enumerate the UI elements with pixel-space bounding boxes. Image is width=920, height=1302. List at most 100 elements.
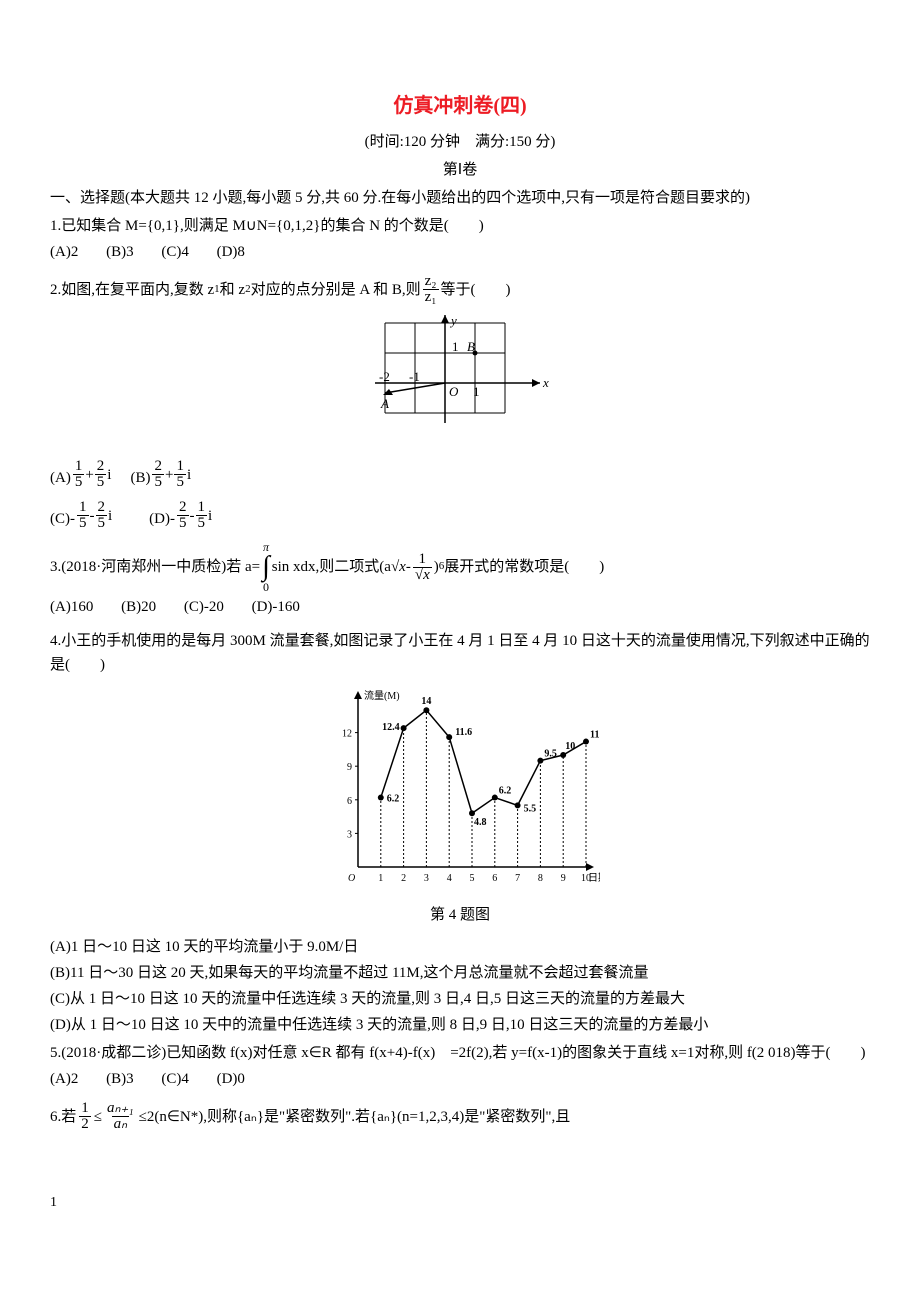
section-intro: 一、选择题(本大题共 12 小题,每小题 5 分,共 60 分.在每小题给出的四… [50, 186, 870, 210]
q2-c-op: - [90, 504, 95, 531]
svg-text:O: O [348, 873, 355, 884]
question-4: 4.小王的手机使用的是每月 300M 流量套餐,如图记录了小王在 4 月 1 日… [50, 629, 870, 677]
svg-text:10: 10 [565, 741, 575, 752]
q6-le1: ≤ [94, 1105, 102, 1129]
q2-a-i: i [107, 463, 111, 490]
q2-text-prefix: 2.如图,在复平面内,复数 z [50, 278, 214, 302]
svg-text:1: 1 [378, 873, 383, 884]
svg-text:11.6: 11.6 [455, 727, 472, 738]
q3-sqrtx1: √x [391, 555, 406, 579]
origin-label: O [449, 384, 459, 399]
q2-c-d1: 5 [77, 515, 89, 531]
q4-option-a: (A)1 日～10 日这 10 天的平均流量小于 9.0M/日 [50, 935, 870, 959]
point-label-a: A [380, 396, 389, 411]
q2-a-label: (A) [50, 466, 71, 490]
section-label: 第Ⅰ卷 [50, 158, 870, 182]
q2-d-d1: 5 [177, 515, 189, 531]
page-title: 仿真冲刺卷(四) [50, 90, 870, 122]
q2-c-n1: 1 [77, 500, 89, 515]
page-number: 1 [50, 1192, 870, 1214]
q2-d-d2: 5 [196, 515, 208, 531]
q6-prefix: 6.若 [50, 1105, 76, 1129]
svg-text:日期: 日期 [588, 872, 600, 884]
svg-text:14: 14 [421, 696, 431, 707]
q2-text-suffix: 等于( ) [441, 278, 511, 302]
q3-int-lower: 0 [263, 581, 269, 593]
q2-d-label: (D)- [149, 507, 175, 531]
svg-text:9: 9 [347, 762, 352, 773]
q2-d-i: i [208, 504, 212, 531]
q5-b: (B)3 [106, 1071, 134, 1087]
q4-caption: 第 4 题图 [50, 903, 870, 927]
question-6: 6.若 1 2 ≤ aₙ₊₁ aₙ ≤2(n∈N*),则称{aₙ}是"紧密数列"… [50, 1101, 870, 1132]
question-3: 3.(2018·河南郑州一中质检)若 a= π ∫ 0 sin xdx,则二项式… [50, 541, 870, 593]
q2-b-n1: 2 [152, 459, 164, 474]
question-5-options: (A)2 (B)3 (C)4 (D)0 [50, 1067, 870, 1091]
q2-a-n1: 1 [73, 459, 85, 474]
subtitle: (时间:120 分钟 满分:150 分) [50, 130, 870, 154]
q3-minus: - [406, 555, 411, 579]
q3-suffix: 展开式的常数项是( ) [444, 555, 604, 579]
q3-integral: π ∫ 0 [262, 541, 270, 593]
svg-text:12.4: 12.4 [382, 722, 400, 733]
q1-option-b: (B)3 [106, 244, 134, 260]
question-2: 2.如图,在复平面内,复数 z1 和 z2 对应的点分别是 A 和 B,则 z₂… [50, 274, 870, 305]
axis-tick-1y: 1 [452, 339, 459, 354]
q6-f2-d: aₙ [112, 1116, 129, 1132]
svg-text:9: 9 [561, 873, 566, 884]
q2-options-row2: (C)- 15 - 25 i (D)- 25 - 15 i [50, 500, 870, 531]
svg-text:6: 6 [347, 796, 352, 807]
q6-f1-n: 1 [79, 1101, 91, 1116]
q1-option-a: (A)2 [50, 244, 78, 260]
q2-option-a: (A) 15 + 25 i [50, 459, 112, 490]
q5-c: (C)4 [161, 1071, 189, 1087]
q4-figure: 36912123456789106.212.41411.64.86.25.59.… [50, 685, 870, 927]
q2-b-d2: 5 [174, 474, 186, 490]
q1-option-c: (C)4 [161, 244, 189, 260]
q2-figure: y x 1 B -2 -1 O 1 A [50, 313, 870, 451]
q2-frac-den: z₁ [423, 289, 439, 305]
q3-prefix: 3.(2018·河南郑州一中质检)若 a= [50, 555, 260, 579]
q2-frac-num: z₂ [423, 274, 439, 289]
integral-icon: ∫ [262, 553, 270, 581]
svg-text:6: 6 [492, 873, 497, 884]
q2-a-d1: 5 [73, 474, 85, 490]
q2-option-b: (B) 25 + 15 i [130, 459, 192, 490]
q2-d-n1: 2 [177, 500, 189, 515]
q2-c-n2: 2 [96, 500, 108, 515]
q2-b-d1: 5 [152, 474, 164, 490]
q2-option-d: (D)- 25 - 15 i [149, 500, 213, 531]
q2-a-n2: 2 [95, 459, 107, 474]
q2-d-n2: 1 [196, 500, 208, 515]
axis-label-y: y [449, 313, 457, 328]
q2-option-c: (C)- 15 - 25 i [50, 500, 113, 531]
q4-option-d: (D)从 1 日～10 日这 10 天中的流量中任选连续 3 天的流量,则 8 … [50, 1013, 870, 1037]
q2-fraction: z₂ z₁ [423, 274, 439, 305]
q3-frac-one: 1 [417, 552, 429, 567]
q3-b: (B)20 [121, 599, 156, 615]
q2-c-i: i [108, 504, 112, 531]
svg-text:9.5: 9.5 [544, 749, 557, 760]
q5-d: (D)0 [217, 1071, 245, 1087]
q2-b-n2: 1 [174, 459, 186, 474]
q3-frac: 1 √x [413, 552, 432, 583]
svg-text:5.5: 5.5 [524, 803, 537, 814]
svg-text:7: 7 [515, 873, 520, 884]
q6-f1-d: 2 [79, 1116, 91, 1132]
svg-text:6.2: 6.2 [387, 794, 400, 805]
svg-text:3: 3 [424, 873, 429, 884]
q4-option-c: (C)从 1 日～10 日这 10 天的流量中任选连续 3 天的流量,则 3 日… [50, 987, 870, 1011]
q3-c: (C)-20 [184, 599, 224, 615]
question-1-options: (A)2 (B)3 (C)4 (D)8 [50, 240, 870, 264]
q2-options-row1: (A) 15 + 25 i (B) 25 + 15 i [50, 459, 870, 490]
q2-b-i: i [187, 463, 191, 490]
svg-text:3: 3 [347, 829, 352, 840]
q2-b-label: (B) [130, 466, 150, 490]
question-5: 5.(2018·成都二诊)已知函数 f(x)对任意 x∈R 都有 f(x+4)-… [50, 1041, 870, 1065]
svg-text:5: 5 [470, 873, 475, 884]
q6-f2-n: aₙ₊₁ [105, 1101, 136, 1116]
q6-frac1: 1 2 [79, 1101, 91, 1132]
q4-option-b: (B)11 日～30 日这 20 天,如果每天的平均流量不超过 11M,这个月总… [50, 961, 870, 985]
svg-text:2: 2 [401, 873, 406, 884]
axis-tick-p1: 1 [473, 384, 480, 399]
